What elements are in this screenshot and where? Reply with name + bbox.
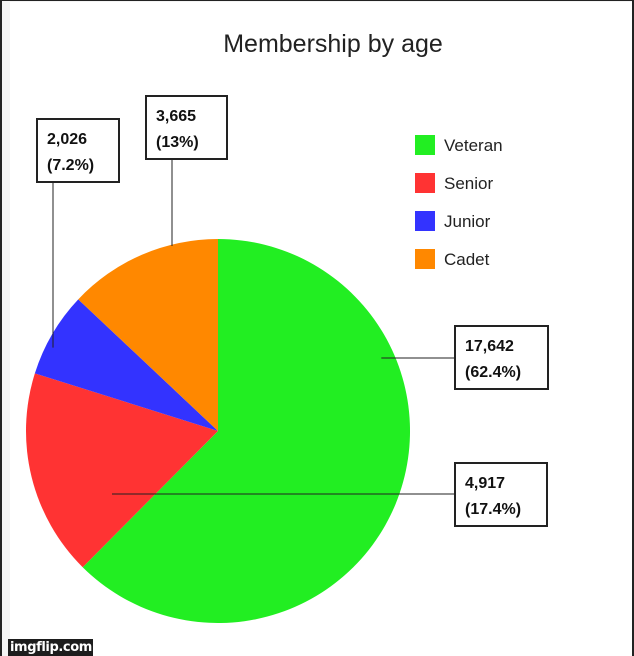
legend-item-cadet: Cadet bbox=[415, 249, 490, 269]
legend-label-cadet: Cadet bbox=[444, 250, 490, 269]
legend-swatch-veteran bbox=[415, 135, 435, 155]
pie-slice-cadet bbox=[78, 239, 218, 431]
data-label-percent-senior: (17.4%) bbox=[465, 501, 521, 518]
legend-label-senior: Senior bbox=[444, 174, 493, 193]
data-label-percent-junior: (7.2%) bbox=[47, 157, 94, 174]
data-label-junior: 2,026 (7.2%) bbox=[36, 118, 120, 183]
data-label-veteran: 17,642 (62.4%) bbox=[454, 325, 549, 390]
data-label-box-cadet bbox=[145, 95, 228, 160]
legend-item-junior: Junior bbox=[415, 211, 491, 231]
legend: Veteran Senior Junior Cadet bbox=[415, 135, 503, 269]
legend-swatch-junior bbox=[415, 211, 435, 231]
legend-label-junior: Junior bbox=[444, 212, 491, 231]
pie-slice-junior bbox=[34, 299, 218, 431]
data-label-value-senior: 4,917 bbox=[465, 475, 505, 492]
data-label-box-junior bbox=[36, 118, 120, 183]
data-label-value-junior: 2,026 bbox=[47, 131, 87, 148]
legend-item-senior: Senior bbox=[415, 173, 493, 193]
data-label-percent-veteran: (62.4%) bbox=[465, 364, 521, 381]
chart-title: Membership by age bbox=[223, 30, 443, 58]
data-label-value-veteran: 17,642 bbox=[465, 338, 514, 355]
legend-item-veteran: Veteran bbox=[415, 135, 503, 155]
data-label-senior: 4,917 (17.4%) bbox=[454, 462, 548, 527]
legend-label-veteran: Veteran bbox=[444, 136, 503, 155]
data-label-box-veteran bbox=[454, 325, 549, 390]
data-label-box-senior bbox=[454, 462, 548, 527]
legend-swatch-senior bbox=[415, 173, 435, 193]
imgflip-watermark: imgflip.com bbox=[8, 639, 93, 656]
data-label-cadet: 3,665 (13%) bbox=[145, 95, 228, 160]
pie-slices bbox=[25, 238, 411, 623]
pie-slice-senior bbox=[25, 373, 219, 568]
data-label-value-cadet: 3,665 bbox=[156, 108, 196, 125]
data-label-percent-cadet: (13%) bbox=[156, 134, 199, 151]
legend-swatch-cadet bbox=[415, 249, 435, 269]
label-leader-lines bbox=[52, 159, 455, 495]
pie-slice-veteran bbox=[82, 238, 411, 623]
